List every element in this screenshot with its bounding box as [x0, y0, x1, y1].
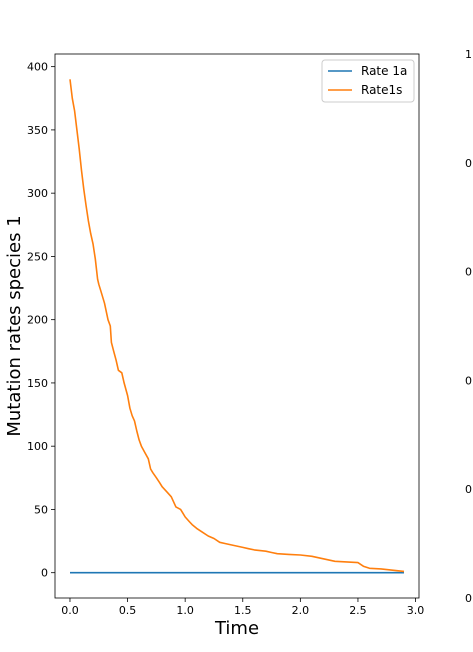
y-tick-label: 100 — [27, 440, 48, 453]
y-tick-label: 350 — [27, 124, 48, 137]
y-tick-label: 50 — [34, 503, 48, 516]
x-tick-label: 0.5 — [119, 604, 137, 617]
right-chart-y-tick-label: 1 — [465, 48, 472, 61]
y-tick-label: 150 — [27, 377, 48, 390]
x-axis-title: Time — [214, 618, 259, 639]
y-tick-label: 250 — [27, 250, 48, 263]
legend-label-rate1s: Rate1s — [361, 83, 402, 97]
y-axis-title: Mutation rates species 1 — [4, 215, 25, 436]
right-chart-y-tick-label: 0 — [465, 483, 472, 496]
x-tick-label: 2.0 — [292, 604, 310, 617]
legend: Rate 1a Rate1s — [322, 60, 414, 102]
y-tick-label: 0 — [41, 567, 48, 580]
right-chart-y-tick-label: 0 — [465, 374, 472, 387]
legend-label-rate-1a: Rate 1a — [361, 64, 407, 78]
right-chart-y-tick-label: 0 — [465, 266, 472, 279]
right-chart-y-tick-label: 0 — [465, 157, 472, 170]
y-tick-label: 200 — [27, 314, 48, 327]
y-tick-label: 300 — [27, 187, 48, 200]
x-tick-label: 3.0 — [407, 604, 425, 617]
x-tick-label: 2.5 — [349, 604, 367, 617]
y-tick-label: 400 — [27, 61, 48, 74]
x-tick-label: 1.0 — [176, 604, 194, 617]
x-tick-label: 0.0 — [61, 604, 79, 617]
right-chart-y-tick-label: 0 — [465, 592, 472, 605]
x-tick-label: 1.5 — [234, 604, 252, 617]
